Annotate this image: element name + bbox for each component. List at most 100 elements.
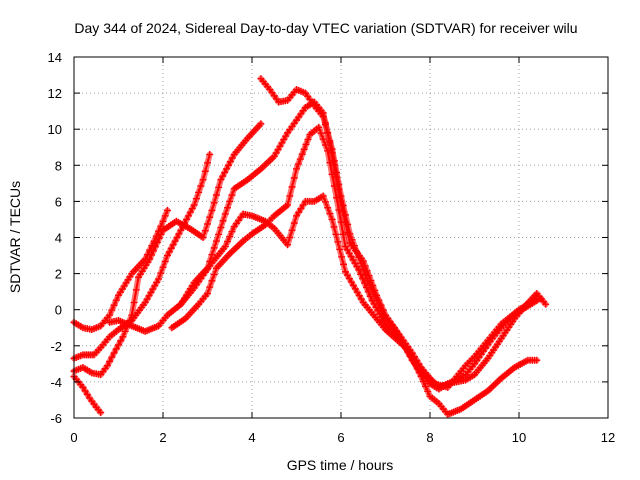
- data-point-marker: [215, 183, 223, 191]
- y-tick-label: 0: [55, 303, 62, 318]
- data-point-marker: [366, 281, 374, 289]
- data-point-marker: [159, 217, 167, 225]
- data-point-marker: [288, 183, 296, 191]
- data-point-marker: [188, 205, 196, 213]
- data-point-marker: [212, 237, 220, 245]
- data-point-marker: [324, 129, 332, 137]
- data-point-marker: [163, 206, 171, 214]
- data-point-marker: [132, 286, 140, 294]
- data-point-marker: [155, 235, 163, 243]
- y-tick-label: 6: [55, 194, 62, 209]
- data-point-marker: [121, 327, 129, 335]
- x-tick-label: 2: [159, 430, 166, 445]
- data-point-marker: [302, 140, 310, 148]
- data-point-marker: [370, 290, 378, 298]
- data-point-marker: [161, 212, 169, 220]
- data-point-marker: [377, 305, 385, 313]
- data-point-marker: [333, 169, 341, 177]
- data-point-marker: [108, 353, 116, 361]
- data-point-marker: [424, 387, 432, 395]
- grid-layer: [74, 57, 608, 418]
- data-point-marker: [399, 340, 407, 348]
- data-point-marker: [81, 387, 89, 395]
- data-point-marker: [300, 145, 308, 153]
- data-point-marker: [315, 123, 323, 131]
- data-point-marker: [330, 223, 338, 231]
- data-point-marker: [361, 271, 369, 279]
- data-point-marker: [346, 230, 354, 238]
- data-point-marker: [293, 165, 300, 173]
- data-point-marker: [221, 169, 229, 177]
- data-point-marker: [199, 176, 207, 184]
- data-point-marker: [284, 241, 292, 249]
- data-point-marker: [183, 215, 191, 223]
- data-point-marker: [334, 238, 342, 246]
- data-point-marker: [297, 205, 305, 213]
- x-tick-label: 4: [248, 430, 255, 445]
- data-point-marker: [115, 341, 122, 349]
- data-point-marker: [319, 192, 327, 200]
- data-point-marker: [326, 210, 334, 218]
- data-point-marker: [337, 218, 345, 226]
- data-point-marker: [404, 348, 412, 356]
- data-point-marker: [295, 208, 303, 216]
- data-point-marker: [163, 252, 171, 260]
- data-point-marker: [319, 113, 327, 121]
- data-point-marker: [175, 230, 183, 238]
- data-point-marker: [221, 243, 229, 251]
- data-point-marker: [368, 286, 376, 294]
- data-point-marker: [224, 238, 232, 246]
- data-point-marker: [406, 352, 414, 360]
- data-point-marker: [103, 362, 111, 370]
- data-point-marker: [210, 271, 218, 279]
- data-point-marker: [533, 297, 541, 305]
- data-point-marker: [151, 243, 159, 251]
- data-point-marker: [328, 145, 336, 153]
- data-point-marker: [332, 230, 340, 238]
- data-point-marker: [317, 129, 325, 137]
- data-point-marker: [228, 191, 236, 199]
- y-axis-label: SDTVAR / TECUs: [7, 181, 23, 293]
- x-tick-label: 12: [601, 430, 615, 445]
- data-point-marker: [204, 220, 211, 228]
- data-point-marker: [177, 226, 185, 234]
- data-point-marker: [153, 239, 161, 247]
- data-point-marker: [321, 121, 329, 129]
- data-series-track-2: [70, 206, 171, 334]
- data-point-marker: [119, 333, 127, 341]
- data-series-track-7: [177, 192, 541, 418]
- series-line: [73, 210, 169, 331]
- data-point-marker: [173, 234, 181, 241]
- y-tick-label: 12: [48, 86, 62, 101]
- data-point-marker: [210, 199, 218, 207]
- data-point-marker: [355, 253, 363, 261]
- data-point-marker: [321, 141, 329, 149]
- data-series-track-8: [257, 75, 541, 393]
- data-point-marker: [348, 236, 356, 244]
- tick-layer: 0 2 4 6 8 10 12 -6 -4 -2 0 2 4 6 8 10 12 14: [48, 50, 616, 445]
- data-point-marker: [206, 150, 214, 158]
- data-point-marker: [110, 349, 118, 357]
- data-point-marker: [350, 242, 358, 250]
- data-point-marker: [208, 277, 216, 285]
- data-point-marker: [215, 230, 223, 238]
- data-point-marker: [379, 310, 387, 318]
- data-point-marker: [294, 160, 302, 168]
- data-point-marker: [195, 188, 203, 196]
- data-point-marker: [257, 120, 265, 128]
- data-point-marker: [321, 198, 329, 206]
- data-point-marker: [228, 228, 236, 236]
- data-point-marker: [148, 251, 156, 259]
- y-tick-label: 10: [48, 122, 62, 137]
- data-point-marker: [97, 409, 105, 417]
- data-point-marker: [117, 337, 125, 345]
- data-point-marker: [149, 247, 157, 255]
- data-point-marker: [340, 260, 348, 268]
- data-point-marker: [336, 245, 344, 253]
- data-point-marker: [226, 158, 234, 166]
- data-point-marker: [290, 219, 298, 227]
- x-tick-label: 6: [337, 430, 344, 445]
- y-tick-label: 14: [48, 50, 62, 65]
- data-point-marker: [344, 220, 352, 228]
- data-point-marker: [542, 300, 550, 308]
